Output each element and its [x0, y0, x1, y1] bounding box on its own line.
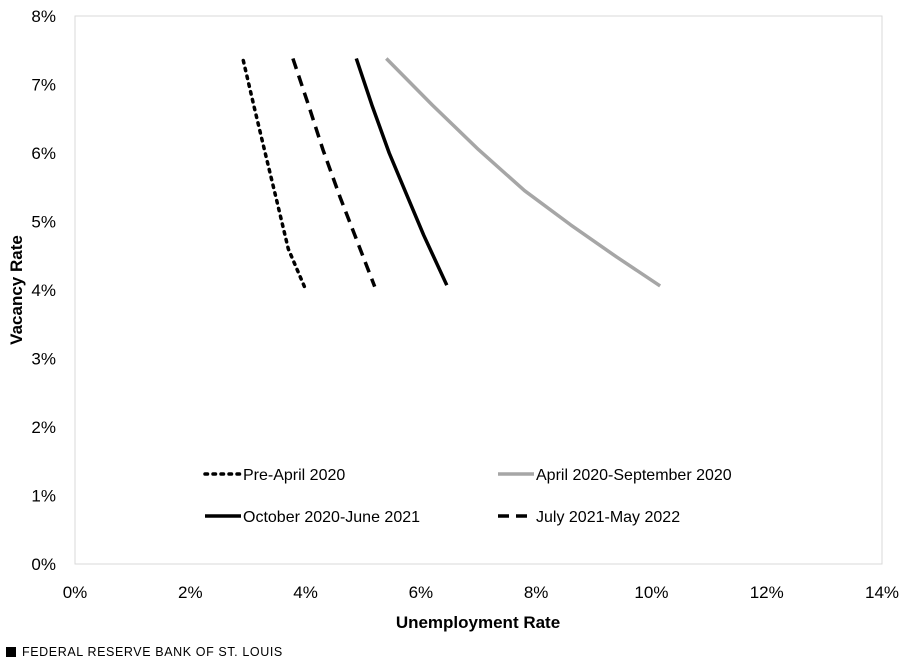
- y-tick-label: 3%: [31, 350, 56, 369]
- legend-label-2: April 2020-September 2020: [536, 467, 732, 484]
- y-tick-label: 4%: [31, 281, 56, 300]
- x-tick-label: 8%: [524, 583, 549, 602]
- y-tick-label: 1%: [31, 487, 56, 506]
- x-axis-title: Unemployment Rate: [396, 613, 560, 632]
- source-credit: FEDERAL RESERVE BANK OF ST. LOUIS: [6, 645, 283, 659]
- x-tick-label: 0%: [63, 583, 88, 602]
- y-tick-label: 6%: [31, 144, 56, 163]
- x-tick-labels: 0% 2% 4% 6% 8% 10% 12% 14%: [63, 583, 899, 602]
- x-tick-label: 12%: [750, 583, 784, 602]
- series-line-4: [291, 57, 377, 288]
- y-tick-label: 2%: [31, 418, 56, 437]
- x-tick-label: 10%: [634, 583, 668, 602]
- plot-area: [74, 15, 883, 565]
- x-tick-label: 14%: [865, 583, 899, 602]
- legend: Pre-April 2020 April 2020-September 2020 O…: [203, 467, 732, 526]
- chart: 0% 2% 4% 6% 8% 10% 12% 14% 0% 1% 2% 3% 4% 5% 6% 7% 8% U…: [7, 7, 899, 632]
- y-tick-labels: 0% 1% 2% 3% 4% 5% 6% 7% 8%: [31, 7, 56, 574]
- series-lines: [241, 57, 662, 289]
- y-tick-label: 8%: [31, 7, 56, 26]
- series-line-3: [354, 57, 449, 286]
- y-tick-label: 0%: [31, 555, 56, 574]
- y-tick-label: 7%: [31, 76, 56, 95]
- series-line-2: [385, 57, 662, 288]
- source-square-icon: [6, 647, 16, 657]
- y-axis-title: Vacancy Rate: [7, 235, 26, 345]
- source-text: FEDERAL RESERVE BANK OF ST. LOUIS: [22, 645, 283, 659]
- legend-label-1: Pre-April 2020: [243, 467, 345, 484]
- series-line-1: [241, 58, 307, 289]
- y-tick-label: 5%: [31, 213, 56, 232]
- legend-label-4: July 2021-May 2022: [536, 509, 680, 526]
- legend-label-3: October 2020-June 2021: [243, 509, 420, 526]
- x-tick-label: 2%: [178, 583, 203, 602]
- x-tick-label: 6%: [409, 583, 434, 602]
- x-tick-label: 4%: [293, 583, 318, 602]
